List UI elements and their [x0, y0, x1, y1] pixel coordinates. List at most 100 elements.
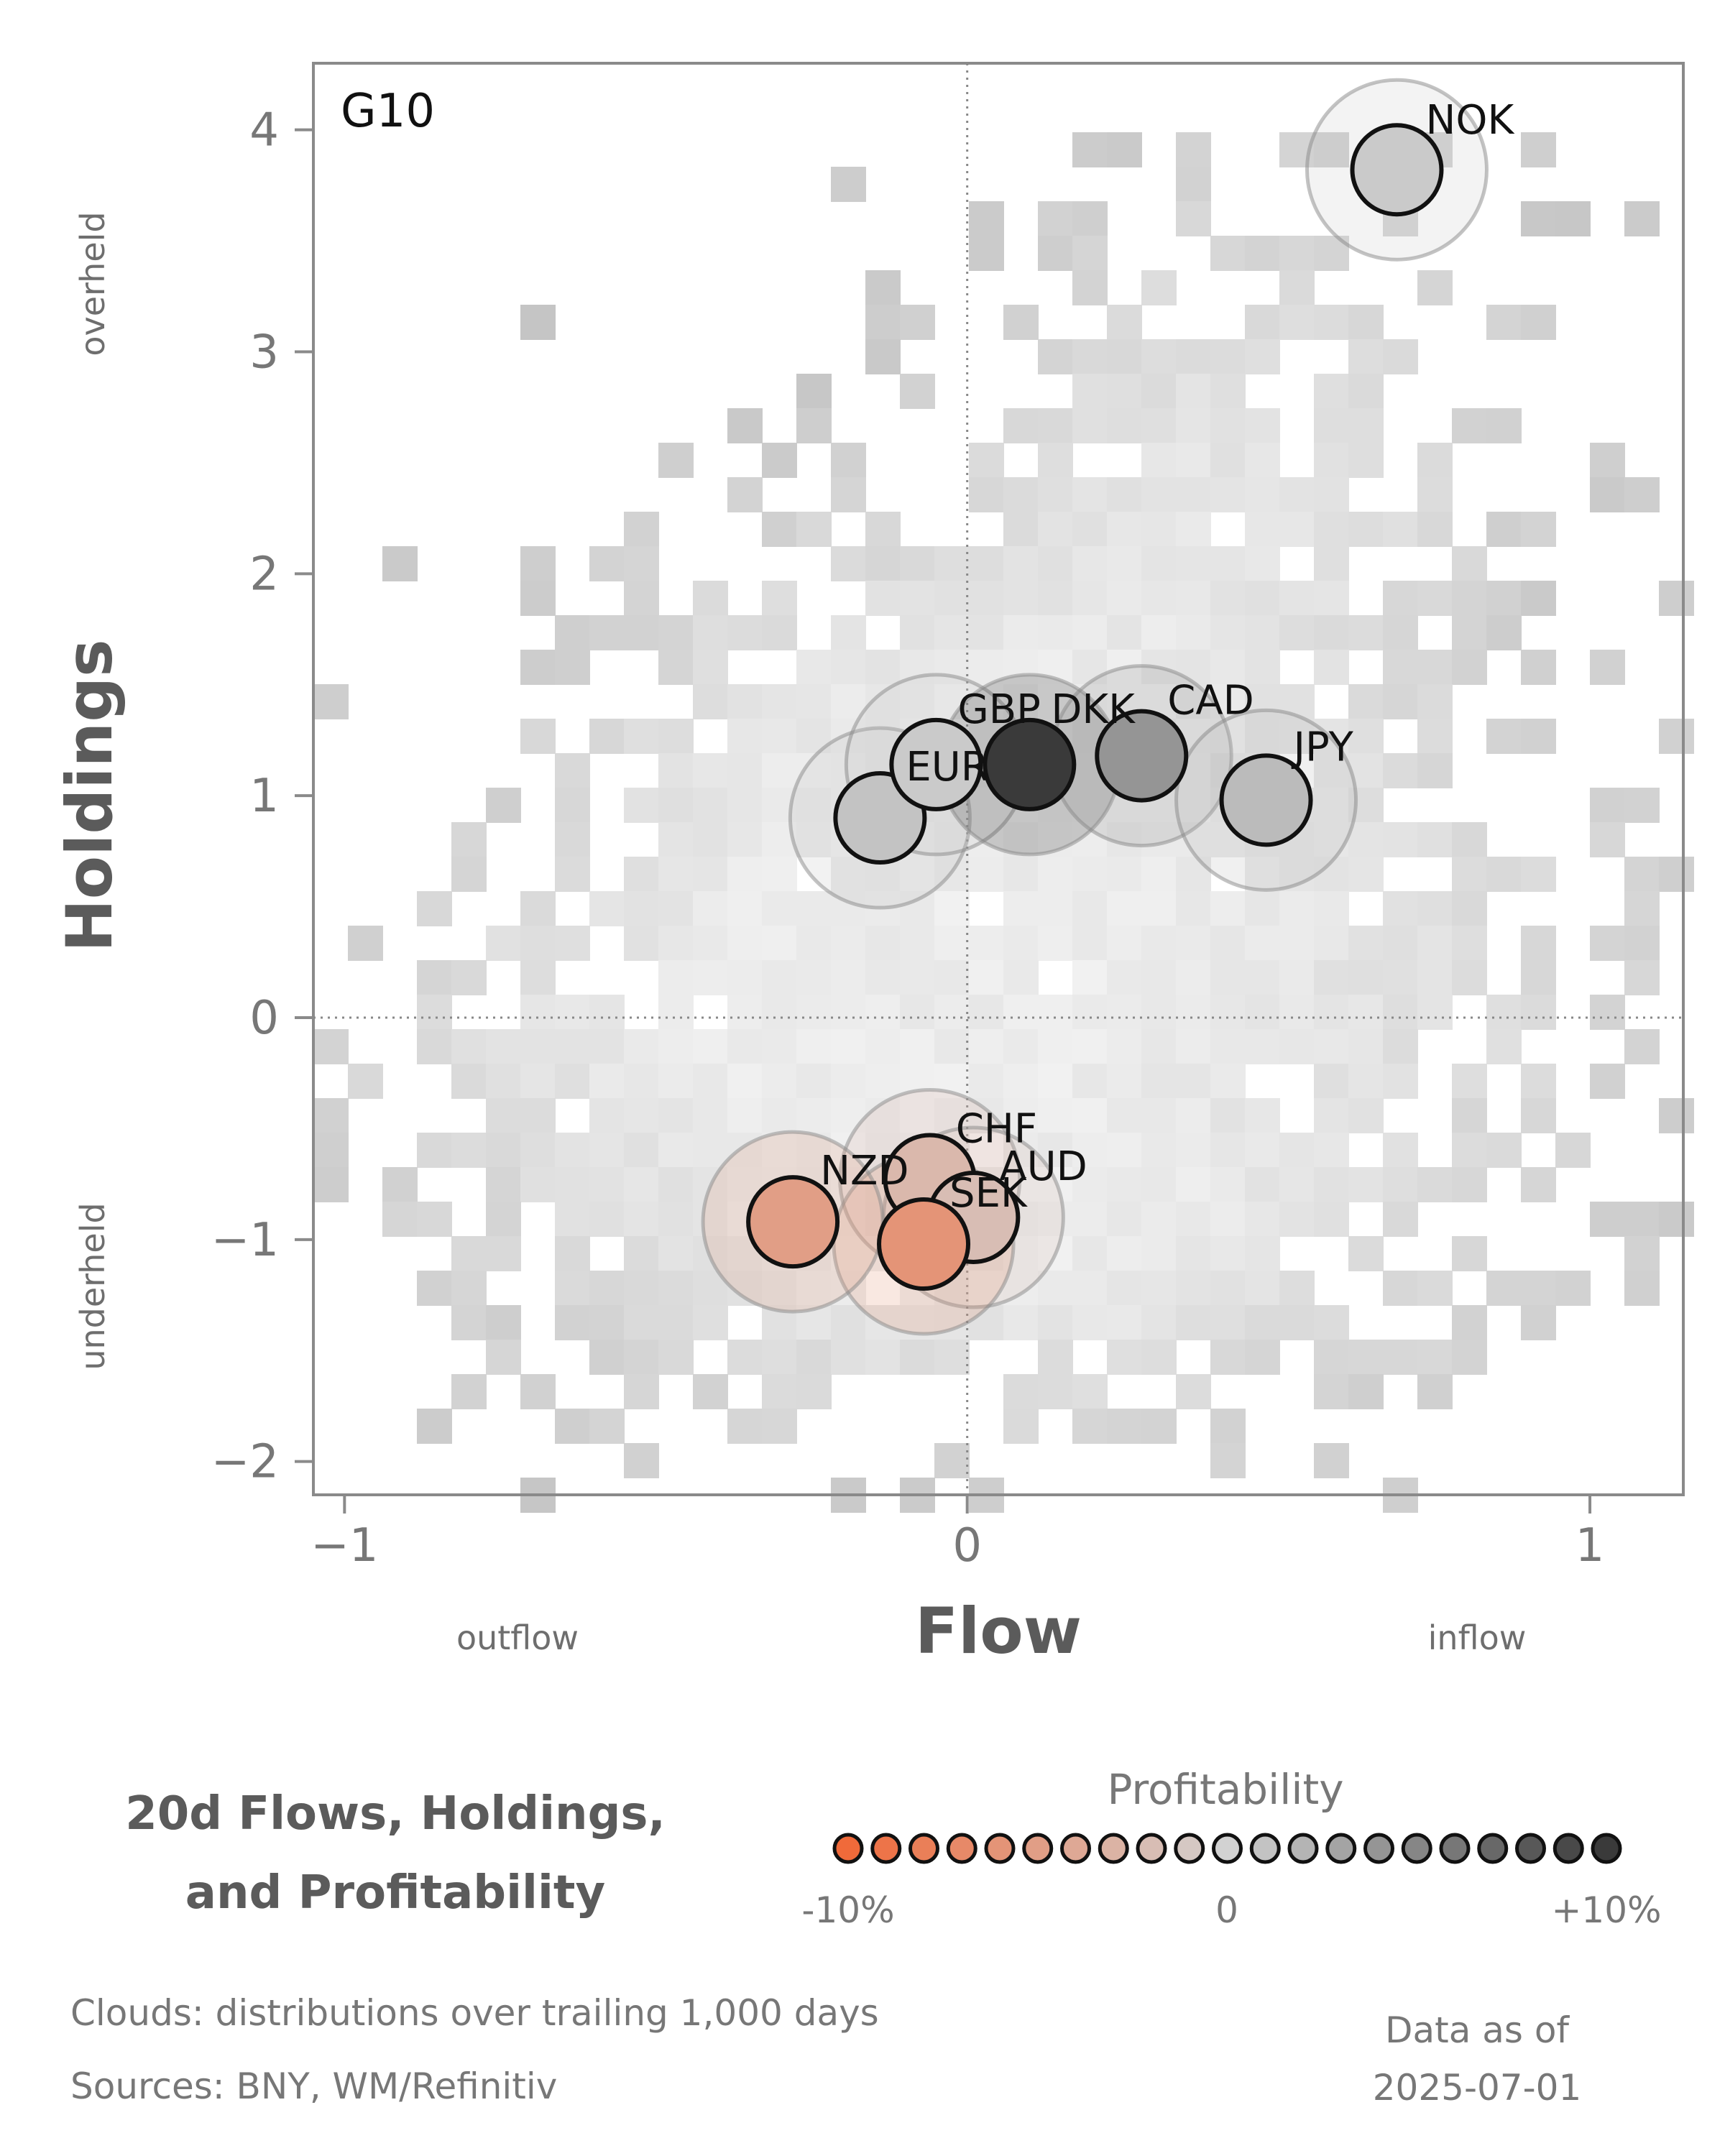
- point-dkk: [983, 717, 1077, 811]
- cloud-cell: [1003, 615, 1039, 650]
- cloud-cell: [1383, 995, 1418, 1030]
- cloud-cell: [1245, 650, 1280, 685]
- cloud-cell: [1348, 1167, 1384, 1202]
- cloud-cell: [1038, 512, 1073, 547]
- cloud-cell: [1038, 1029, 1073, 1064]
- cloud-cell: [1107, 1029, 1142, 1064]
- cloud-cell: [382, 1202, 418, 1237]
- cloud-cell: [1176, 1236, 1211, 1271]
- cloud-cell: [1417, 891, 1453, 926]
- cloud-cell: [1590, 650, 1625, 685]
- cloud-cell: [1038, 857, 1073, 892]
- cloud-cell: [1521, 719, 1556, 754]
- cloud-cell: [1279, 1029, 1315, 1064]
- cloud-cell: [1279, 236, 1315, 271]
- cloud-cell: [1624, 926, 1660, 961]
- cloud-cell: [1038, 891, 1073, 926]
- colorbar-swatch: [1439, 1833, 1471, 1864]
- cloud-cell: [900, 1340, 935, 1375]
- cloud-cell: [934, 1443, 970, 1478]
- cloud-cell: [1521, 857, 1556, 892]
- cloud-cell: [1383, 684, 1418, 719]
- cloud-cell: [831, 615, 866, 650]
- cloud-cell: [1072, 1374, 1108, 1409]
- cloud-cell: [1452, 822, 1487, 857]
- cloud-cell: [1279, 270, 1315, 305]
- cloud-cell: [865, 926, 901, 961]
- point-sek: [877, 1197, 971, 1291]
- cloud-cell: [1452, 1133, 1487, 1168]
- cloud-cell: [1521, 926, 1556, 961]
- cloud-cell: [1176, 926, 1211, 961]
- cloud-cell: [1452, 857, 1487, 892]
- cloud-cell: [1003, 995, 1039, 1030]
- cloud-cell: [1003, 857, 1039, 892]
- y-tick-label: −1: [211, 1214, 279, 1267]
- cloud-cell: [486, 788, 521, 823]
- y-tick-label: 2: [249, 548, 279, 601]
- cloud-cell: [1279, 960, 1315, 995]
- as-of-date: 2025-07-01: [1373, 2067, 1582, 2109]
- cloud-cell: [900, 857, 935, 892]
- cloud-cell: [658, 857, 694, 892]
- cloud-cell: [589, 1202, 625, 1237]
- cloud-cell: [1348, 995, 1384, 1030]
- cloud-cell: [555, 615, 590, 650]
- cloud-cell: [555, 1202, 590, 1237]
- cloud-cell: [1521, 960, 1556, 995]
- cloud-cell: [1624, 477, 1660, 512]
- cloud-cell: [1314, 546, 1349, 581]
- cloud-cell: [762, 719, 797, 754]
- cloud-cell: [1279, 719, 1315, 754]
- cloud-cell: [1486, 512, 1522, 547]
- cloud-cell: [555, 926, 590, 961]
- cloud-cell: [486, 1098, 521, 1133]
- cloud-cell: [1314, 1064, 1349, 1099]
- cloud-cell: [451, 1029, 487, 1064]
- cloud-cell: [727, 926, 763, 961]
- cloud-cell: [520, 926, 556, 961]
- cloud-cell: [1314, 1202, 1349, 1237]
- data-points: [746, 123, 1444, 1291]
- cloud-cell: [1486, 857, 1522, 892]
- cloud-cell: [1141, 1167, 1177, 1202]
- cloud-cell: [1245, 1167, 1280, 1202]
- cloud-cell: [693, 960, 728, 995]
- cloud-cell: [1314, 1374, 1349, 1409]
- cloud-cell: [1348, 857, 1384, 892]
- cloud-cell: [1521, 581, 1556, 616]
- cloud-cell: [1072, 512, 1108, 547]
- cloud-cell: [382, 1167, 418, 1202]
- cloud-cell: [1141, 926, 1177, 961]
- cloud-cell: [451, 960, 487, 995]
- cloud-cell: [1141, 1202, 1177, 1237]
- cloud-cell: [1452, 1305, 1487, 1340]
- cloud-cell: [486, 1133, 521, 1168]
- cloud-cell: [1348, 822, 1384, 857]
- cloud-cell: [831, 960, 866, 995]
- cloud-cell: [1245, 1271, 1280, 1306]
- cloud-cell: [1314, 960, 1349, 995]
- cloud-cell: [1176, 891, 1211, 926]
- cloud-cell: [1176, 1271, 1211, 1306]
- cloud-cell: [1003, 408, 1039, 443]
- cloud-cell: [1383, 1064, 1418, 1099]
- cloud-cell: [1107, 1271, 1142, 1306]
- cloud-cell: [969, 1305, 1004, 1340]
- cloud-cell: [831, 546, 866, 581]
- cloud-cell: [693, 650, 728, 685]
- cloud-cell: [555, 1064, 590, 1099]
- cloud-cell: [624, 1305, 659, 1340]
- cloud-cell: [796, 960, 832, 995]
- cloud-cell: [1210, 1409, 1246, 1444]
- cloud-cell: [900, 374, 935, 409]
- cloud-cell: [1452, 1236, 1487, 1271]
- cloud-cell: [727, 1098, 763, 1133]
- cloud-cell: [589, 1340, 625, 1375]
- cloud-cell: [1210, 443, 1246, 478]
- cloud-cell: [555, 1271, 590, 1306]
- cloud-cell: [1210, 1340, 1246, 1375]
- cloud-cell: [589, 1167, 625, 1202]
- cloud-cell: [762, 1271, 797, 1306]
